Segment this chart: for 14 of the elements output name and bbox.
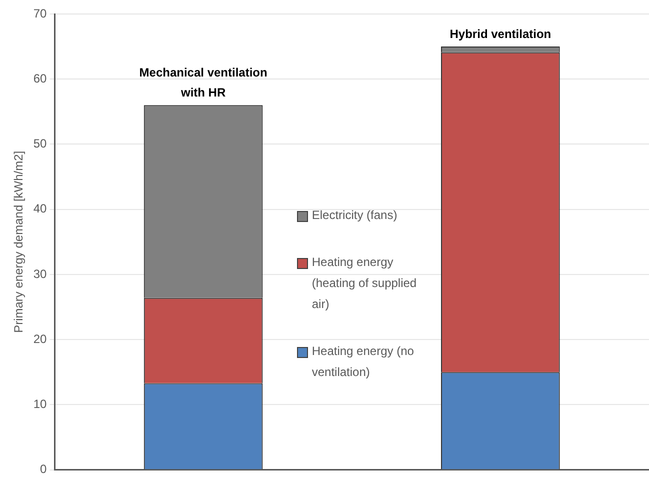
y-axis-title: Primary energy demand [kWh/m2] — [12, 150, 26, 333]
legend-label: Heating energy (no ventilation) — [312, 342, 415, 381]
y-tick-label: 30 — [33, 266, 48, 281]
y-tick-label: 60 — [33, 71, 48, 86]
x-tick-label: Hybrid ventilation — [450, 26, 552, 41]
y-tick-label: 40 — [33, 202, 48, 216]
x-tick-label: Mechanical ventilation with HR — [139, 65, 268, 100]
legend-label: Electricity (fans) — [312, 206, 398, 224]
y-tick-label: 10 — [33, 397, 48, 411]
y-tick-label: 70 — [33, 6, 48, 20]
legend-label: Heating energy (heating of supplied air) — [312, 254, 418, 313]
y-tick-label: 0 — [40, 462, 48, 476]
y-tick-label: 50 — [33, 136, 48, 151]
y-tick-label: 20 — [33, 332, 48, 346]
